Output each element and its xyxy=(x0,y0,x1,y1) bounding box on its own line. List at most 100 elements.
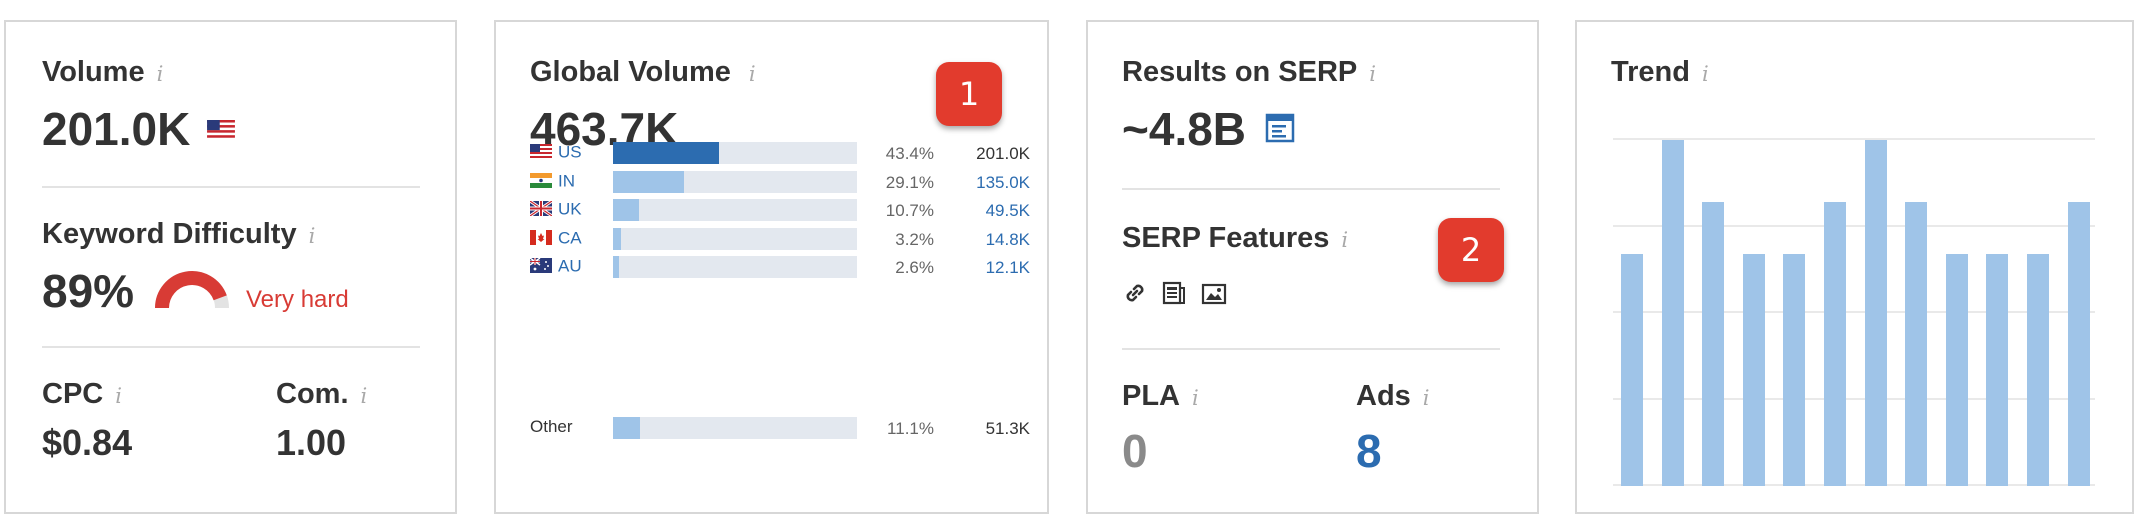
share-volume[interactable]: 12.1K xyxy=(985,258,1030,277)
link-icon[interactable] xyxy=(1122,280,1148,306)
serp-feature-icons xyxy=(1122,280,1227,311)
ads-title: Ads i xyxy=(1356,380,1430,412)
share-bar-fill xyxy=(613,142,719,164)
share-bar-track xyxy=(613,417,857,439)
share-percent: 43.4% xyxy=(885,144,934,163)
image-icon[interactable] xyxy=(1201,282,1227,306)
info-icon[interactable]: i xyxy=(1369,62,1376,86)
au-flag-icon xyxy=(530,258,552,273)
info-icon[interactable]: i xyxy=(360,384,368,408)
us-flag-icon xyxy=(207,120,236,139)
info-icon[interactable]: i xyxy=(115,384,122,408)
difficulty-gauge-icon xyxy=(155,271,229,309)
global-volume-card: Global Volume i 463.7K 1 US 43.4% 201.0K IN 2… xyxy=(494,20,1049,514)
kd-title: Keyword Difficulty i xyxy=(42,218,316,250)
trend-bar[interactable] xyxy=(1742,254,1765,486)
country-code: US xyxy=(558,142,582,162)
share-volume[interactable]: 14.8K xyxy=(985,229,1030,249)
com-value: 1.00 xyxy=(276,422,347,463)
results-title: Results on SERP i xyxy=(1122,56,1376,88)
country-code: UK xyxy=(558,199,582,219)
divider xyxy=(42,346,420,348)
trend-bar[interactable] xyxy=(1986,254,2009,486)
results-value: ~4.8B xyxy=(1122,103,1247,155)
annotation-badge: 2 xyxy=(1438,218,1504,282)
country-link[interactable]: UK xyxy=(530,199,582,220)
trend-bar[interactable] xyxy=(2027,254,2049,486)
share-volume[interactable]: 201.0K xyxy=(976,144,1030,163)
country-link[interactable]: US xyxy=(530,142,582,163)
country-link[interactable]: IN xyxy=(530,171,575,192)
share-percent: 29.1% xyxy=(885,172,934,192)
country-row-ca: CA 3.2% 14.8K xyxy=(530,226,1030,252)
serp-page-icon[interactable] xyxy=(1265,113,1295,143)
volume-value-row: 201.0K xyxy=(42,102,236,156)
share-bar-fill xyxy=(613,199,639,221)
share-bar-track xyxy=(613,142,857,164)
trend-bar[interactable] xyxy=(1864,140,1887,486)
country-row-uk: UK 10.7% 49.5K xyxy=(530,197,1030,223)
country-code: AU xyxy=(558,256,582,276)
info-icon[interactable]: i xyxy=(748,62,756,86)
volume-title: Volume i xyxy=(42,56,164,88)
trend-title: Trend i xyxy=(1611,56,1709,88)
global-volume-title: Global Volume i xyxy=(530,56,756,88)
share-bar-track xyxy=(613,227,857,250)
serp-features-title: SERP Features i xyxy=(1122,222,1349,254)
ads-value[interactable]: 8 xyxy=(1356,425,1382,477)
country-link[interactable]: CA xyxy=(530,228,582,249)
pla-value: 0 xyxy=(1122,425,1148,477)
share-bar-track xyxy=(613,256,857,278)
kd-value: 89% xyxy=(42,265,135,317)
country-row-us: US 43.4% 201.0K xyxy=(530,140,1030,166)
serp-card: Results on SERP i ~4.8B SERP Features i 2 xyxy=(1086,20,1539,514)
trend-bar[interactable] xyxy=(1824,202,1846,486)
pla-title: PLA i xyxy=(1122,380,1199,412)
other-label: Other xyxy=(530,417,573,436)
country-link[interactable]: AU xyxy=(530,256,582,277)
share-percent: 3.2% xyxy=(895,229,934,249)
cpc-value: $0.84 xyxy=(42,422,133,463)
share-bar-track xyxy=(613,199,857,221)
trend-bar[interactable] xyxy=(1702,202,1725,486)
volume-card: Volume i 201.0K Keyword Difficulty i 89% V… xyxy=(4,20,457,514)
trend-bar[interactable] xyxy=(1945,254,1968,486)
divider xyxy=(1122,188,1500,190)
trend-bar[interactable] xyxy=(2067,202,2090,486)
trend-bar[interactable] xyxy=(1621,254,1643,486)
grid-line xyxy=(1613,484,2095,486)
share-bar-fill xyxy=(613,256,619,278)
in-flag-icon xyxy=(530,172,552,188)
country-row-other: Other 11.1% 51.3K xyxy=(530,415,1030,441)
grid-line xyxy=(1613,138,2095,140)
info-icon[interactable]: i xyxy=(1341,228,1349,252)
country-row-au: AU 2.6% 12.1K xyxy=(530,254,1030,280)
divider xyxy=(1122,348,1500,350)
annotation-badge: 1 xyxy=(936,62,1002,126)
share-volume[interactable]: 49.5K xyxy=(985,201,1030,220)
uk-flag-icon xyxy=(530,201,552,216)
share-bar-fill xyxy=(613,227,621,250)
trend-card: Trend i xyxy=(1575,20,2134,514)
country-code: CA xyxy=(558,228,582,248)
info-icon[interactable]: i xyxy=(1192,386,1199,410)
com-title: Com. i xyxy=(276,378,368,410)
info-icon[interactable]: i xyxy=(1422,386,1430,410)
trend-bar[interactable] xyxy=(1661,140,1684,486)
grid-line xyxy=(1613,224,2095,227)
info-icon[interactable]: i xyxy=(156,62,164,86)
trend-bar[interactable] xyxy=(1783,254,1806,486)
grid-line xyxy=(1613,397,2095,400)
ca-flag-icon xyxy=(530,229,552,245)
country-code: IN xyxy=(558,171,575,191)
volume-value: 201.0K xyxy=(42,103,191,155)
news-icon[interactable] xyxy=(1162,280,1186,306)
share-volume: 51.3K xyxy=(985,419,1030,438)
info-icon[interactable]: i xyxy=(308,224,316,248)
share-percent: 10.7% xyxy=(885,201,934,220)
us-flag-icon xyxy=(530,144,552,159)
share-volume[interactable]: 135.0K xyxy=(976,172,1030,192)
trend-bar[interactable] xyxy=(1905,202,1928,486)
results-value-row: ~4.8B xyxy=(1122,102,1295,156)
info-icon[interactable]: i xyxy=(1701,62,1709,86)
